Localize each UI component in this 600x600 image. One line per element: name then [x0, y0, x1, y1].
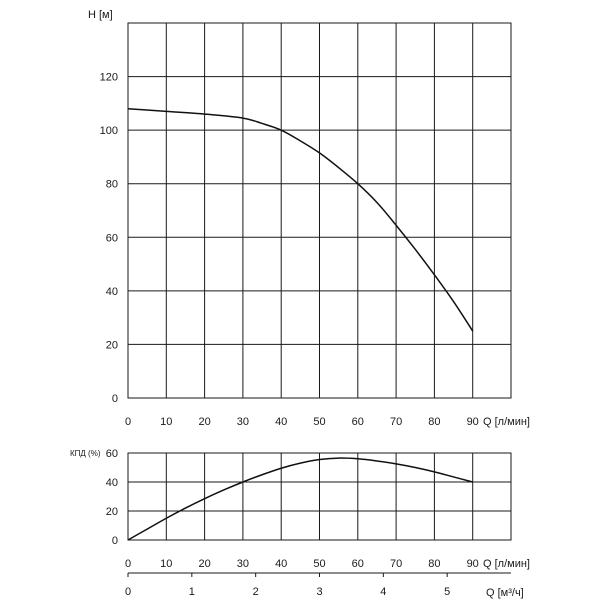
efficiency-x-tick-label: 40 — [275, 558, 287, 570]
head-x-tick-label: 40 — [275, 416, 287, 428]
efficiency-y-tick-labels: 0 20 40 60 — [106, 448, 118, 547]
efficiency-y-tick-label: 40 — [106, 477, 118, 489]
head-curve — [127, 107, 474, 332]
efficiency-y-tick-label: 20 — [106, 506, 118, 518]
efficiency-curve-layer — [127, 457, 473, 541]
head-y-tick-label: 0 — [112, 393, 118, 405]
head-y-tick-label: 100 — [100, 125, 118, 137]
head-x-tick-label: 60 — [352, 416, 364, 428]
efficiency-x-tick-label: 30 — [237, 558, 249, 570]
secondary-axis-tick-label: 0 — [125, 586, 131, 598]
secondary-axis-tick-label: 1 — [189, 586, 195, 598]
efficiency-x-tick-label: 50 — [313, 558, 325, 570]
head-y-tick-labels: 0 20 40 60 80 100 120 — [100, 72, 118, 405]
head-grid — [127, 22, 512, 399]
head-x-axis-label: Q [л/мин] — [483, 416, 530, 428]
efficiency-curve — [127, 457, 473, 541]
head-x-tick-label: 50 — [313, 416, 325, 428]
head-y-tick-label: 20 — [106, 339, 118, 351]
head-y-tick-label: 40 — [106, 286, 118, 298]
head-x-tick-label: 20 — [198, 416, 210, 428]
secondary-axis-tick-label: 2 — [253, 586, 259, 598]
efficiency-x-tick-label: 60 — [352, 558, 364, 570]
efficiency-x-tick-label: 20 — [198, 558, 210, 570]
head-curve-layer — [127, 107, 474, 332]
head-y-tick-label: 60 — [106, 232, 118, 244]
secondary-flow-axis: 0 1 2 3 4 5 Q [м³/ч] — [125, 572, 524, 599]
efficiency-x-tick-label: 80 — [428, 558, 440, 570]
efficiency-y-tick-label: 60 — [106, 448, 118, 460]
secondary-axis-tick-label: 4 — [380, 586, 386, 598]
efficiency-grid — [127, 452, 512, 541]
head-x-tick-label: 10 — [160, 416, 172, 428]
head-x-tick-label: 0 — [125, 416, 131, 428]
secondary-axis-tick-label: 5 — [444, 586, 450, 598]
head-x-tick-label: 90 — [467, 416, 479, 428]
head-x-tick-labels: 0 10 20 30 40 50 60 70 80 90 — [125, 416, 479, 428]
efficiency-chart: 0 20 40 60 0 10 20 30 40 50 60 70 80 90 КПД (%) Q [л… — [70, 448, 530, 570]
head-y-tick-label: 120 — [100, 72, 118, 84]
head-y-axis-label: H [м] — [88, 9, 113, 21]
head-chart: 0 20 40 60 80 100 120 0 10 20 30 40 50 60 70 80 90 H [м… — [88, 9, 530, 428]
head-x-tick-label: 70 — [390, 416, 402, 428]
secondary-axis-ticks: 0 1 2 3 4 5 — [125, 572, 511, 598]
efficiency-x-tick-label: 70 — [390, 558, 402, 570]
head-y-tick-label: 80 — [106, 179, 118, 191]
efficiency-x-tick-labels: 0 10 20 30 40 50 60 70 80 90 — [125, 558, 479, 570]
head-x-tick-label: 30 — [237, 416, 249, 428]
efficiency-x-tick-label: 0 — [125, 558, 131, 570]
head-x-tick-label: 80 — [428, 416, 440, 428]
efficiency-y-axis-label: КПД (%) — [70, 449, 101, 458]
efficiency-y-tick-label: 0 — [112, 535, 118, 547]
efficiency-x-axis-label: Q [л/мин] — [483, 558, 530, 570]
secondary-axis-tick-label: 3 — [316, 586, 322, 598]
secondary-axis-label: Q [м³/ч] — [486, 587, 524, 599]
efficiency-x-tick-label: 90 — [467, 558, 479, 570]
efficiency-x-tick-label: 10 — [160, 558, 172, 570]
